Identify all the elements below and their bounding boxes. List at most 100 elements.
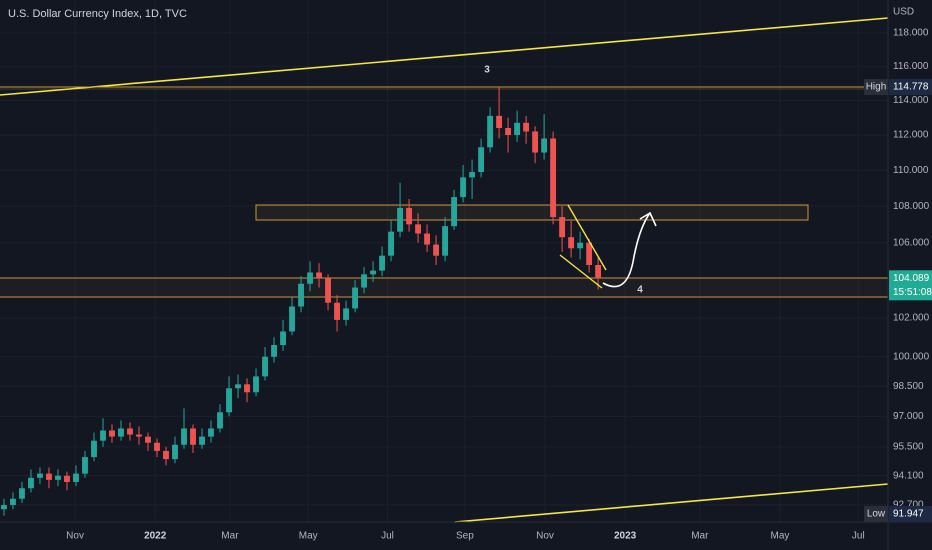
x-tick-label: Mar bbox=[691, 531, 709, 542]
candle-body bbox=[136, 434, 142, 437]
arrow-head bbox=[639, 211, 657, 227]
x-tick-label: May bbox=[299, 531, 318, 542]
candle-body bbox=[82, 457, 88, 474]
candle-body bbox=[91, 440, 97, 458]
candle-body bbox=[397, 207, 403, 232]
wave-label: 3 bbox=[484, 65, 490, 76]
candle-body bbox=[442, 226, 449, 256]
low-label-box bbox=[864, 506, 888, 522]
resistance-box bbox=[255, 204, 809, 221]
support-zone bbox=[0, 278, 888, 297]
candle-body bbox=[532, 131, 539, 153]
trend-line bbox=[454, 483, 889, 523]
y-tick-label: 108.000 bbox=[893, 201, 930, 212]
candle-body bbox=[316, 272, 322, 279]
low-label-value: 91.947 bbox=[893, 509, 924, 520]
candle-body bbox=[541, 138, 548, 153]
candle-body bbox=[55, 475, 61, 480]
candle-body bbox=[145, 436, 151, 443]
candle-body bbox=[163, 450, 169, 460]
y-tick-label: 110.000 bbox=[893, 165, 929, 176]
candle-body bbox=[64, 475, 70, 482]
candle-body bbox=[289, 306, 295, 332]
candle-body bbox=[379, 255, 385, 271]
candle-body bbox=[190, 428, 196, 445]
candle-body bbox=[244, 384, 250, 393]
y-tick-label: 100.000 bbox=[893, 351, 930, 362]
high-label-value: 114.778 bbox=[893, 82, 929, 93]
candle-body bbox=[325, 278, 331, 303]
candle-body bbox=[469, 172, 476, 178]
candle-body bbox=[1, 505, 7, 510]
currency-label: USD bbox=[893, 7, 914, 18]
candle-body bbox=[46, 473, 52, 480]
candle-body bbox=[19, 488, 25, 499]
candle-body bbox=[550, 138, 557, 218]
candle-body bbox=[568, 237, 575, 249]
x-tick-label: Jul bbox=[852, 531, 865, 542]
candle-body bbox=[388, 231, 394, 256]
x-tick-label: Sep bbox=[456, 531, 474, 542]
wedge-line bbox=[559, 254, 603, 289]
countdown: 15:51:08 bbox=[893, 287, 932, 298]
candle-body bbox=[28, 477, 34, 489]
grid bbox=[0, 0, 888, 522]
y-tick-label: 116.000 bbox=[893, 61, 929, 72]
candle-body bbox=[451, 197, 458, 227]
candle-body bbox=[73, 473, 79, 482]
trend-line bbox=[0, 17, 889, 96]
candle-body bbox=[334, 302, 340, 320]
high-label-value-box bbox=[889, 79, 932, 96]
candle-body bbox=[271, 345, 277, 357]
candle-body bbox=[487, 115, 494, 148]
candle-body bbox=[199, 436, 205, 445]
candle-body bbox=[10, 498, 16, 506]
candle-body bbox=[361, 274, 367, 288]
candle-body bbox=[577, 242, 584, 249]
y-tick-label: 118.000 bbox=[893, 28, 929, 39]
drawings bbox=[0, 17, 889, 523]
y-tick-label: 102.000 bbox=[893, 313, 930, 324]
candle-body bbox=[343, 308, 349, 320]
y-tick-label: 94.100 bbox=[893, 470, 924, 481]
wave-label: 4 bbox=[637, 285, 643, 296]
candle-body bbox=[478, 147, 485, 173]
candle-body bbox=[424, 233, 431, 245]
candle-body bbox=[109, 430, 115, 437]
candles bbox=[1, 87, 602, 516]
candle-body bbox=[37, 473, 43, 478]
candle-body bbox=[280, 331, 286, 346]
x-tick-label: 2022 bbox=[144, 531, 167, 542]
low-label-name: Low bbox=[867, 509, 886, 520]
y-tick-label: 98.500 bbox=[893, 381, 924, 392]
low-label-value-box bbox=[889, 506, 932, 522]
candle-body bbox=[595, 264, 602, 279]
candle-body bbox=[262, 356, 268, 377]
axes: 118.000 116.000 114.000 112.000 110.000 108.0… bbox=[66, 28, 932, 542]
x-tick-label: Nov bbox=[536, 531, 554, 542]
candle-body bbox=[298, 283, 304, 307]
candle-body bbox=[253, 376, 259, 393]
candle-body bbox=[100, 430, 106, 441]
x-tick-label: Mar bbox=[221, 531, 239, 542]
candle-body bbox=[307, 272, 313, 284]
y-tick-label: 95.500 bbox=[893, 441, 924, 452]
projection-arrow bbox=[602, 212, 651, 288]
y-tick-label: 112.000 bbox=[893, 130, 929, 141]
candle-body bbox=[370, 270, 376, 275]
y-tick-label: 97.000 bbox=[893, 411, 924, 422]
candle-body bbox=[217, 412, 223, 429]
y-tick-label: 92.700 bbox=[893, 500, 924, 511]
x-tick-label: May bbox=[771, 531, 790, 542]
candle-body bbox=[433, 244, 440, 256]
chart-title: U.S. Dollar Currency Index, 1D, TVC bbox=[8, 8, 187, 20]
candle-body bbox=[460, 177, 467, 198]
candle-body bbox=[523, 122, 530, 132]
candle-body bbox=[406, 207, 412, 225]
candle-body bbox=[415, 224, 421, 234]
candle-body bbox=[208, 428, 214, 437]
candle-body bbox=[226, 388, 232, 413]
wedge-line bbox=[567, 204, 607, 271]
